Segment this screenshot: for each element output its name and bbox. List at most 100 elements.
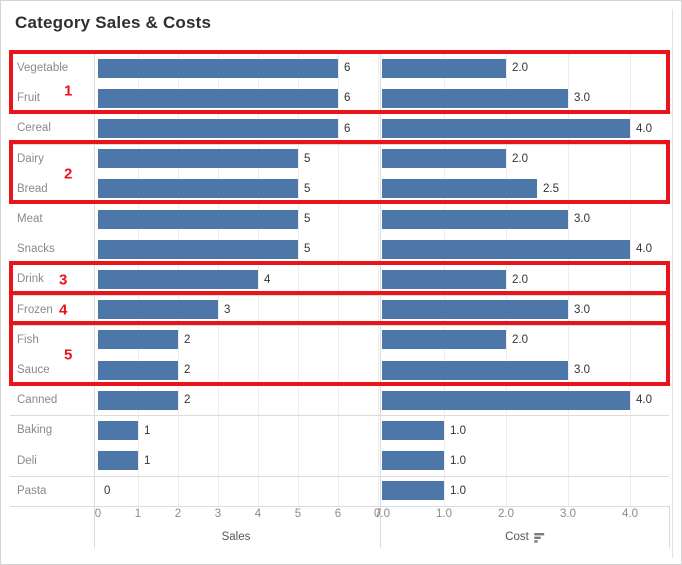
bar-cost[interactable] (382, 239, 630, 259)
bar-value-label: 6 (344, 122, 351, 135)
bar-value-label: 2.0 (512, 152, 528, 165)
gridline (568, 53, 569, 506)
annotation-number-4: 4 (59, 301, 68, 319)
bar-value-label: 3.0 (574, 364, 590, 377)
annotation-box-5 (9, 321, 670, 386)
bar-sales[interactable] (98, 88, 338, 108)
bar-value-label: 4.0 (636, 122, 652, 135)
row-divider (10, 415, 669, 417)
gridline (630, 53, 631, 506)
gridline (338, 53, 339, 506)
row-divider (10, 475, 669, 477)
bar-cost[interactable] (382, 270, 506, 289)
panel-border (669, 506, 670, 548)
bar-sales[interactable] (98, 451, 138, 471)
bar-value-label: 4.0 (636, 394, 652, 407)
gridline (378, 53, 379, 506)
bar-sales[interactable] (98, 421, 138, 440)
sales-axis-tick: 6 (334, 508, 342, 520)
bar-value-label: 3 (224, 303, 231, 316)
bar-cost[interactable] (382, 149, 506, 169)
bar-cost[interactable] (382, 300, 568, 320)
annotation-number-5: 5 (64, 346, 73, 364)
sales-axis-tick: 2 (174, 508, 182, 520)
annotation-number-1: 1 (64, 82, 73, 100)
annotation-box-3 (9, 260, 670, 296)
category-label[interactable]: Snacks (17, 243, 55, 256)
bar-value-label: 5 (304, 243, 311, 256)
annotation-number-3: 3 (59, 271, 68, 288)
bar-value-label: 5 (304, 152, 311, 165)
bar-cost[interactable] (382, 119, 630, 138)
sales-axis-tick: 0 (94, 508, 102, 520)
bar-value-label: 4.0 (636, 243, 652, 256)
bar-cost[interactable] (382, 390, 630, 410)
bar-value-label: 6 (344, 62, 351, 75)
bar-sales[interactable] (98, 149, 298, 169)
panel-border (94, 53, 95, 548)
bar-cost[interactable] (382, 421, 444, 440)
category-label[interactable]: Frozen (17, 303, 53, 316)
bar-cost[interactable] (382, 481, 444, 501)
sales-axis-tick: 3 (214, 508, 222, 520)
bar-sales[interactable] (98, 300, 218, 320)
category-label[interactable]: Baking (17, 424, 53, 437)
bar-sales[interactable] (98, 239, 298, 259)
bar-value-label: 3.0 (574, 303, 590, 316)
sales-axis-tick: 5 (294, 508, 302, 520)
bar-cost[interactable] (382, 58, 506, 78)
category-label[interactable]: Fruit (17, 92, 40, 105)
bar-sales[interactable] (98, 179, 298, 199)
category-label[interactable]: Canned (17, 394, 58, 407)
sort-descending-icon[interactable] (533, 532, 545, 543)
bar-cost[interactable] (382, 360, 568, 380)
cost-axis-tick: 4.0 (622, 508, 638, 520)
bar-value-label: 2.0 (512, 273, 528, 286)
bar-value-label: 1.0 (450, 454, 466, 467)
bar-cost[interactable] (382, 330, 506, 350)
sales-axis-tick: 7 (374, 508, 382, 520)
category-label[interactable]: Pasta (17, 484, 47, 497)
bar-sales[interactable] (98, 119, 338, 138)
sales-axis-title[interactable]: Sales (222, 531, 251, 543)
category-label[interactable]: Meat (17, 213, 43, 226)
category-label[interactable]: Sauce (17, 364, 50, 377)
bar-sales[interactable] (98, 360, 178, 380)
bar-value-label: 2 (184, 364, 191, 377)
bar-sales[interactable] (98, 270, 258, 289)
annotation-box-1 (9, 49, 670, 114)
category-label[interactable]: Vegetable (17, 62, 69, 75)
bar-value-label: 2.5 (543, 182, 559, 195)
bar-sales[interactable] (98, 58, 338, 78)
annotation-box-2 (9, 140, 670, 205)
bar-sales[interactable] (98, 209, 298, 229)
annotation-number-2: 2 (64, 165, 73, 183)
bar-value-label: 3.0 (574, 92, 590, 105)
bar-cost[interactable] (382, 209, 568, 229)
category-label[interactable]: Dairy (17, 152, 44, 165)
row-divider (10, 506, 669, 507)
category-label[interactable]: Drink (17, 273, 44, 286)
category-label[interactable]: Deli (17, 454, 37, 467)
category-label[interactable]: Bread (17, 182, 48, 195)
bar-sales[interactable] (98, 390, 178, 410)
category-label[interactable]: Fish (17, 333, 39, 346)
sales-axis-title-label: Sales (221, 531, 251, 543)
gridline (506, 53, 507, 506)
category-label[interactable]: Cereal (17, 122, 51, 135)
bar-cost[interactable] (382, 88, 568, 108)
cost-axis-title[interactable]: Cost (505, 531, 545, 543)
cost-axis-tick: 2.0 (498, 508, 514, 520)
chart-title: Category Sales & Costs (15, 13, 212, 32)
gridline (298, 53, 299, 506)
bar-value-label: 1.0 (450, 484, 466, 497)
bar-value-label: 1 (144, 454, 151, 467)
cost-axis-tick: 3.0 (560, 508, 576, 520)
bar-sales[interactable] (98, 330, 178, 350)
sales-axis-tick: 4 (254, 508, 262, 520)
bar-cost[interactable] (382, 451, 444, 471)
cost-axis-title-label: Cost (505, 531, 529, 543)
bar-value-label: 3.0 (574, 213, 590, 226)
bar-cost[interactable] (382, 179, 537, 199)
